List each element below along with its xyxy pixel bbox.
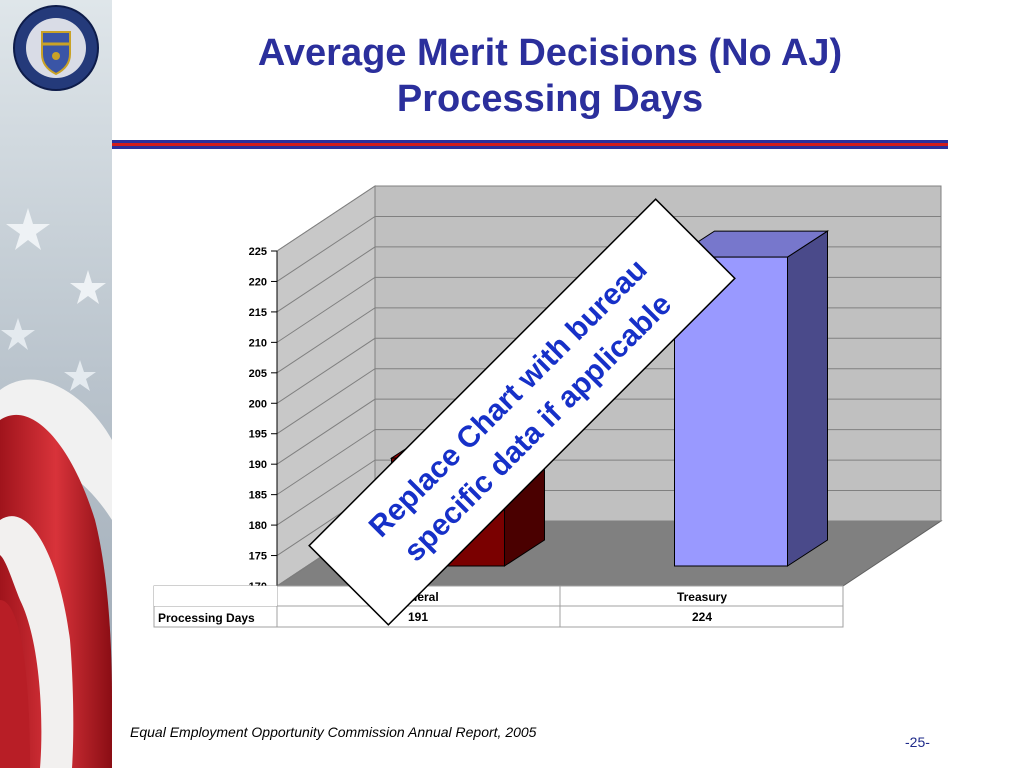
title-divider bbox=[112, 140, 948, 149]
y-tick-label: 210 bbox=[249, 337, 267, 349]
star-icon bbox=[6, 208, 50, 250]
star-icon bbox=[70, 270, 106, 304]
gridline bbox=[276, 185, 941, 252]
flag-decoration bbox=[0, 0, 112, 768]
y-tick-label: 205 bbox=[249, 368, 267, 380]
star-icon bbox=[1, 318, 35, 350]
y-tick-label: 215 bbox=[249, 307, 267, 319]
x-tick-label: Treasury bbox=[677, 590, 727, 604]
page-number: -25- bbox=[905, 734, 930, 750]
bar-side bbox=[787, 230, 828, 567]
y-tick-label: 180 bbox=[249, 520, 267, 532]
y-tick-label: 185 bbox=[249, 490, 267, 502]
data-table: ederal Treasury Processing Days 191 224 bbox=[153, 585, 844, 628]
stamp-box bbox=[308, 198, 736, 626]
page-title-line-2: Processing Days bbox=[396, 78, 704, 120]
page-title: Average Merit Decisions (No AJ) Processi… bbox=[150, 30, 950, 122]
y-tick-label: 175 bbox=[249, 551, 267, 563]
data-table-value: 224 bbox=[692, 610, 712, 624]
data-table-blank-cell bbox=[154, 586, 277, 606]
treasury-seal-logo bbox=[13, 5, 99, 91]
y-tick-label: 200 bbox=[249, 398, 267, 410]
source-citation: Equal Employment Opportunity Commission … bbox=[130, 724, 537, 740]
data-table-value: 191 bbox=[408, 610, 428, 624]
page-title-line-1: Average Merit Decisions (No AJ) bbox=[257, 32, 843, 74]
y-axis: 170175180185190195200205210215220225 bbox=[249, 246, 278, 593]
star-icon bbox=[64, 360, 96, 391]
y-tick-label: 220 bbox=[249, 276, 267, 288]
y-tick-label: 225 bbox=[249, 246, 267, 258]
y-tick-label: 195 bbox=[249, 429, 267, 441]
legend-series-label: Processing Days bbox=[158, 611, 255, 625]
gridline bbox=[276, 215, 941, 282]
y-tick-label: 190 bbox=[249, 459, 267, 471]
